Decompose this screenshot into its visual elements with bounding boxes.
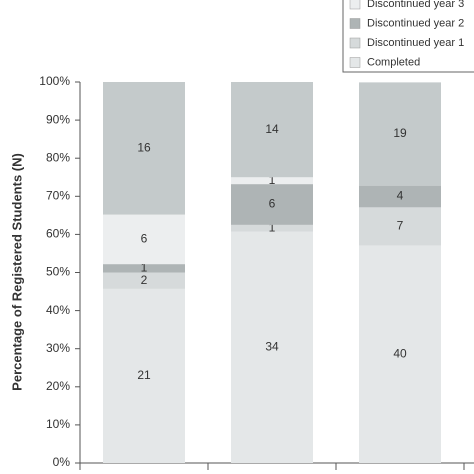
bar-segment — [231, 231, 313, 463]
data-label: 1 — [269, 220, 276, 234]
legend-swatch — [349, 57, 361, 68]
y-tick-label: 90% — [46, 112, 70, 126]
data-label: 2 — [141, 273, 148, 287]
bar-segment — [103, 82, 185, 215]
data-label: 16 — [137, 140, 151, 154]
legend-swatch — [349, 37, 361, 49]
data-label: 6 — [269, 197, 276, 211]
bar-segment — [359, 82, 441, 186]
bar-segment — [103, 214, 185, 265]
y-tick-label: 80% — [46, 150, 70, 164]
y-tick-label: 30% — [46, 341, 70, 355]
bar-segment — [231, 184, 313, 225]
bar-segment — [231, 224, 313, 232]
bar-segment — [103, 288, 185, 463]
y-tick-label: 60% — [46, 227, 70, 241]
legend-swatch — [349, 18, 361, 29]
data-label: 34 — [265, 340, 279, 354]
bar-segment — [231, 82, 313, 178]
legend-box — [342, 0, 474, 73]
bar-segment — [103, 264, 185, 273]
data-label: 14 — [265, 122, 279, 136]
bar-segment — [231, 177, 313, 185]
data-label: 7 — [397, 219, 404, 233]
legend-label: Completed — [367, 56, 420, 68]
y-tick-label: 0% — [53, 455, 71, 469]
y-tick-label: 100% — [39, 74, 70, 88]
legend-label: Discontinued year 2 — [367, 17, 464, 29]
bar-segment — [359, 185, 441, 208]
data-label: 4 — [397, 189, 404, 203]
y-tick-label: 40% — [46, 303, 70, 317]
y-tick-label: 20% — [46, 379, 70, 393]
y-tick-label: 50% — [46, 265, 70, 279]
y-axis-title: Percentage of Registered Students (N) — [9, 153, 24, 391]
data-label: 1 — [269, 173, 276, 187]
bar-segment — [103, 272, 185, 289]
data-label: 19 — [393, 126, 407, 140]
y-tick-label: 10% — [46, 417, 70, 431]
data-label: 21 — [137, 368, 151, 382]
data-label: 6 — [141, 232, 148, 246]
legend-label: Discontinued year 1 — [367, 37, 464, 49]
y-tick-label: 70% — [46, 188, 70, 202]
legend-swatch — [349, 0, 361, 10]
data-label: 40 — [393, 346, 407, 360]
data-label: 1 — [141, 260, 148, 274]
bar-segment — [359, 207, 441, 246]
bar-segment — [359, 245, 441, 463]
legend-label: Discontinued year 3 — [367, 0, 464, 10]
